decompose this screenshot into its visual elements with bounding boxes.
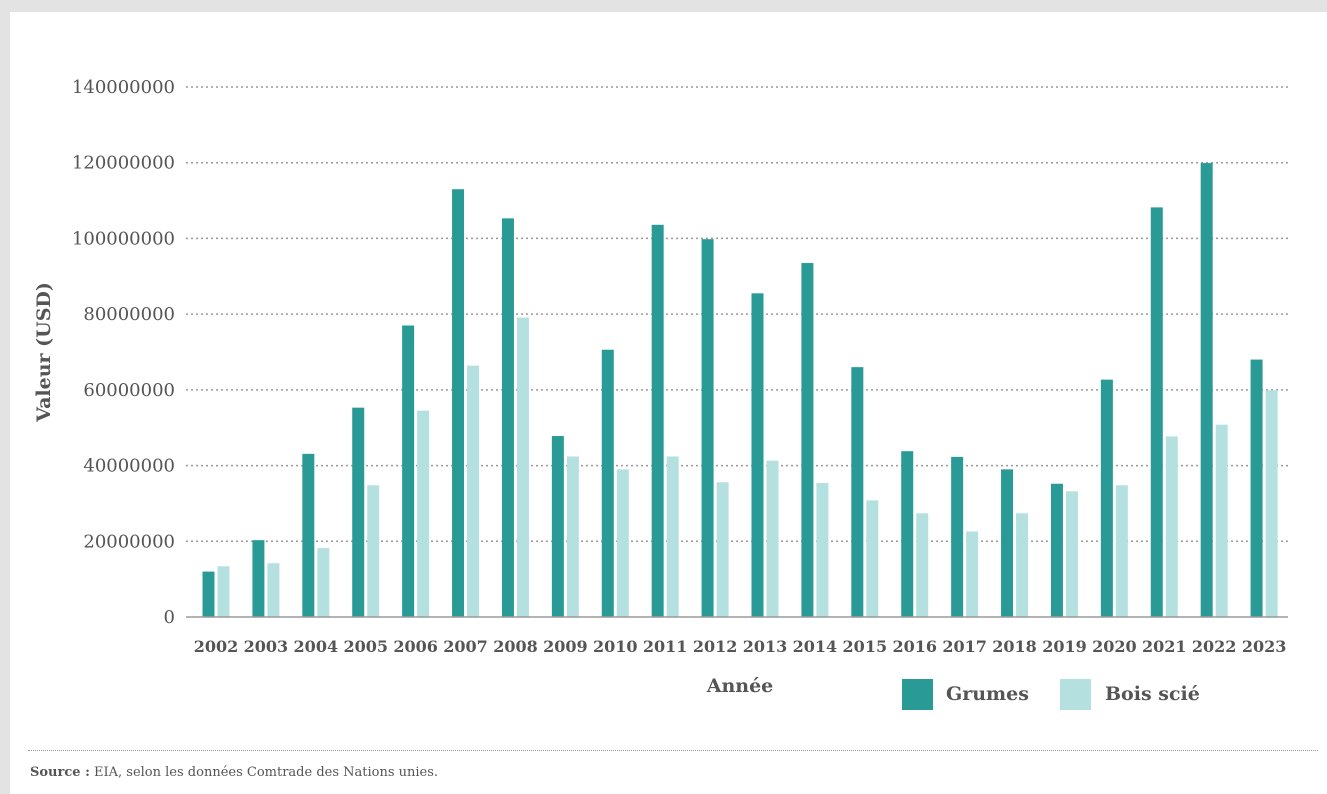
- source-label: Source :: [30, 765, 90, 780]
- legend-swatch-bois-scie: [1060, 679, 1091, 710]
- bar-bois-scie-2015: [866, 500, 879, 617]
- x-tick-label: 2007: [443, 637, 488, 656]
- bar-grumes-2023: [1250, 359, 1263, 617]
- bar-grumes-2021: [1150, 207, 1163, 617]
- y-tick-label: 0: [164, 607, 175, 628]
- y-tick-label: 40000000: [83, 456, 175, 477]
- y-tick-label: 100000000: [72, 228, 175, 249]
- x-tick-label: 2015: [843, 637, 888, 656]
- bar-grumes-2009: [551, 436, 564, 617]
- x-tick-label: 2013: [743, 637, 788, 656]
- bars: [202, 163, 1278, 618]
- x-tick-label: 2004: [294, 637, 339, 656]
- y-tick-label: 60000000: [83, 380, 175, 401]
- y-tick-label: 120000000: [72, 153, 175, 174]
- bar-grumes-2019: [1050, 483, 1063, 617]
- x-tick-label: 2018: [992, 637, 1037, 656]
- x-tick-label: 2019: [1042, 637, 1087, 656]
- bar-grumes-2008: [501, 218, 514, 617]
- legend-label-grumes: Grumes: [946, 683, 1029, 705]
- bar-bois-scie-2012: [716, 482, 729, 617]
- bar-grumes-2020: [1100, 379, 1113, 617]
- bar-bois-scie-2008: [516, 317, 529, 617]
- x-tick-label: 2011: [643, 637, 688, 656]
- x-tick-label: 2016: [892, 637, 937, 656]
- bar-bois-scie-2010: [616, 469, 629, 617]
- bar-grumes-2010: [601, 349, 614, 617]
- bar-bois-scie-2009: [566, 456, 579, 617]
- x-tick-label: 2021: [1142, 637, 1187, 656]
- bar-bois-scie-2003: [267, 563, 280, 617]
- x-tick-label: 2017: [942, 637, 987, 656]
- x-tick-label: 2008: [493, 637, 538, 656]
- bar-bois-scie-2022: [1215, 424, 1228, 617]
- x-tick-label: 2022: [1192, 637, 1237, 656]
- y-tick-label: 80000000: [83, 304, 175, 325]
- bar-bois-scie-2023: [1265, 390, 1278, 617]
- x-tick-label: 2020: [1092, 637, 1137, 656]
- bar-bois-scie-2002: [217, 566, 230, 617]
- y-axis-ticks: 0 20000000 40000000 60000000 80000000 1000000…: [72, 77, 175, 628]
- bar-grumes-2011: [651, 224, 664, 618]
- x-tick-label: 2003: [244, 637, 289, 656]
- bar-grumes-2017: [951, 456, 964, 617]
- x-tick-label: 2012: [693, 637, 738, 656]
- bar-bois-scie-2017: [966, 531, 979, 617]
- bar-grumes-2014: [801, 263, 814, 617]
- bar-bois-scie-2016: [916, 513, 929, 617]
- legend-label-bois-scie: Bois scié: [1105, 683, 1200, 705]
- bar-grumes-2013: [751, 293, 764, 617]
- x-tick-label: 2005: [343, 637, 388, 656]
- bar-bois-scie-2005: [367, 485, 380, 617]
- x-axis-label: Année: [706, 675, 774, 697]
- x-tick-label: 2014: [793, 637, 838, 656]
- bar-bois-scie-2014: [816, 482, 829, 617]
- y-tick-label: 20000000: [83, 531, 175, 552]
- bar-bois-scie-2019: [1065, 491, 1078, 617]
- bar-grumes-2022: [1200, 163, 1213, 618]
- bar-grumes-2002: [202, 571, 215, 617]
- x-tick-label: 2002: [194, 637, 239, 656]
- bar-bois-scie-2006: [417, 410, 430, 617]
- bar-grumes-2006: [402, 325, 415, 617]
- bar-grumes-2007: [452, 189, 465, 617]
- bar-bois-scie-2021: [1165, 436, 1178, 617]
- bar-bois-scie-2011: [666, 456, 679, 617]
- bar-grumes-2016: [901, 451, 914, 617]
- legend: Grumes Bois scié: [902, 679, 1200, 710]
- x-tick-label: 2006: [393, 637, 438, 656]
- x-tick-label: 2009: [543, 637, 588, 656]
- x-tick-label: 2010: [593, 637, 638, 656]
- x-axis-ticks: 2002 2003 2004 2005 2006 2007 2008 2009 2010 2011…: [194, 637, 1287, 656]
- bar-bois-scie-2007: [467, 365, 480, 617]
- bar-bois-scie-2013: [766, 460, 779, 617]
- bar-bois-scie-2004: [317, 548, 330, 617]
- source-text: EIA, selon les données Comtrade des Nati…: [89, 765, 439, 780]
- bar-grumes-2015: [851, 367, 864, 617]
- bar-grumes-2003: [252, 540, 265, 617]
- bar-grumes-2004: [302, 453, 315, 617]
- bar-bois-scie-2020: [1115, 485, 1128, 617]
- y-tick-label: 140000000: [72, 77, 175, 98]
- bar-grumes-2005: [352, 407, 365, 617]
- source-divider: [28, 750, 1318, 751]
- y-axis-label: Valeur (USD): [33, 282, 55, 423]
- bar-grumes-2012: [701, 239, 714, 617]
- bar-grumes-2018: [1001, 469, 1014, 617]
- gridlines: [186, 86, 1288, 543]
- source-note: Source : EIA, selon les données Comtrade…: [30, 765, 438, 780]
- legend-swatch-grumes: [902, 679, 933, 710]
- x-tick-label: 2023: [1242, 637, 1287, 656]
- bar-bois-scie-2018: [1016, 513, 1029, 617]
